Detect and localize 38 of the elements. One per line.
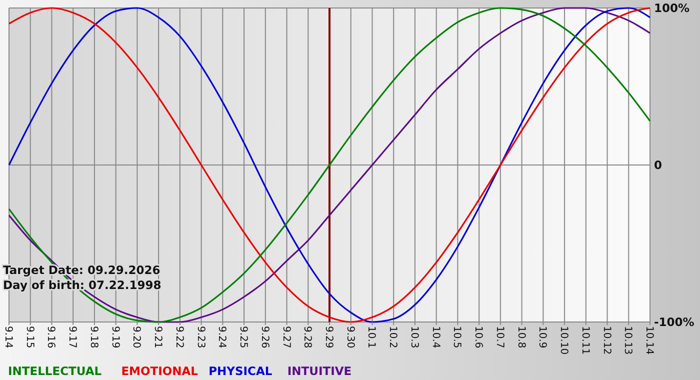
x-tick-label: 10.1 bbox=[366, 326, 377, 348]
x-tick-label: 10.5 bbox=[451, 326, 462, 348]
x-tick-label: 9.28 bbox=[302, 326, 313, 348]
x-tick-label: 9.29 bbox=[323, 326, 334, 348]
x-tick-label: 10.7 bbox=[494, 326, 505, 348]
x-tick-label: 9.15 bbox=[24, 326, 35, 348]
x-tick-label: 9.24 bbox=[216, 326, 228, 348]
x-tick-label: 10.11 bbox=[579, 326, 590, 355]
y-tick-label: 100% bbox=[654, 1, 690, 16]
x-tick-label: 10.8 bbox=[515, 326, 526, 348]
x-tick-label: 10.6 bbox=[472, 326, 484, 348]
x-tick-label: 9.26 bbox=[258, 326, 270, 348]
text: INTELLECTUAL bbox=[8, 364, 102, 378]
x-tick-label: 9.25 bbox=[238, 326, 249, 348]
x-tick-label: 9.14 bbox=[2, 326, 14, 348]
x-tick-label: 10.14 bbox=[644, 326, 654, 355]
x-tick-label: 9.23 bbox=[194, 326, 206, 348]
x-tick-label: 9.20 bbox=[130, 326, 142, 348]
x-tick-label: 10.3 bbox=[408, 326, 420, 348]
x-tick-label: 10.4 bbox=[430, 326, 441, 348]
x-tick-label: 10.12 bbox=[600, 326, 612, 355]
y-tick-label: 0 bbox=[654, 158, 662, 172]
x-tick-label: 9.17 bbox=[66, 326, 78, 348]
y-tick-label: -100% bbox=[654, 315, 695, 330]
x-tick-label: 9.19 bbox=[109, 326, 120, 348]
x-tick-label: 9.18 bbox=[88, 326, 99, 348]
x-tick-label: 10.13 bbox=[622, 326, 634, 355]
x-tick-label: 9.22 bbox=[173, 326, 184, 348]
text: INTUITIVE bbox=[287, 364, 352, 378]
x-tick-label: 9.27 bbox=[280, 326, 292, 348]
x-tick-label: 9.21 bbox=[152, 326, 164, 348]
x-tick-label: 9.30 bbox=[344, 326, 356, 348]
x-tick-label: 10.10 bbox=[558, 326, 570, 355]
x-tick-label: 10.9 bbox=[536, 326, 548, 348]
text: EMOTIONAL bbox=[121, 364, 199, 378]
text: PHYSICAL bbox=[208, 364, 273, 378]
x-tick-label: 9.16 bbox=[45, 326, 56, 348]
x-tick-label: 10.2 bbox=[387, 326, 398, 348]
